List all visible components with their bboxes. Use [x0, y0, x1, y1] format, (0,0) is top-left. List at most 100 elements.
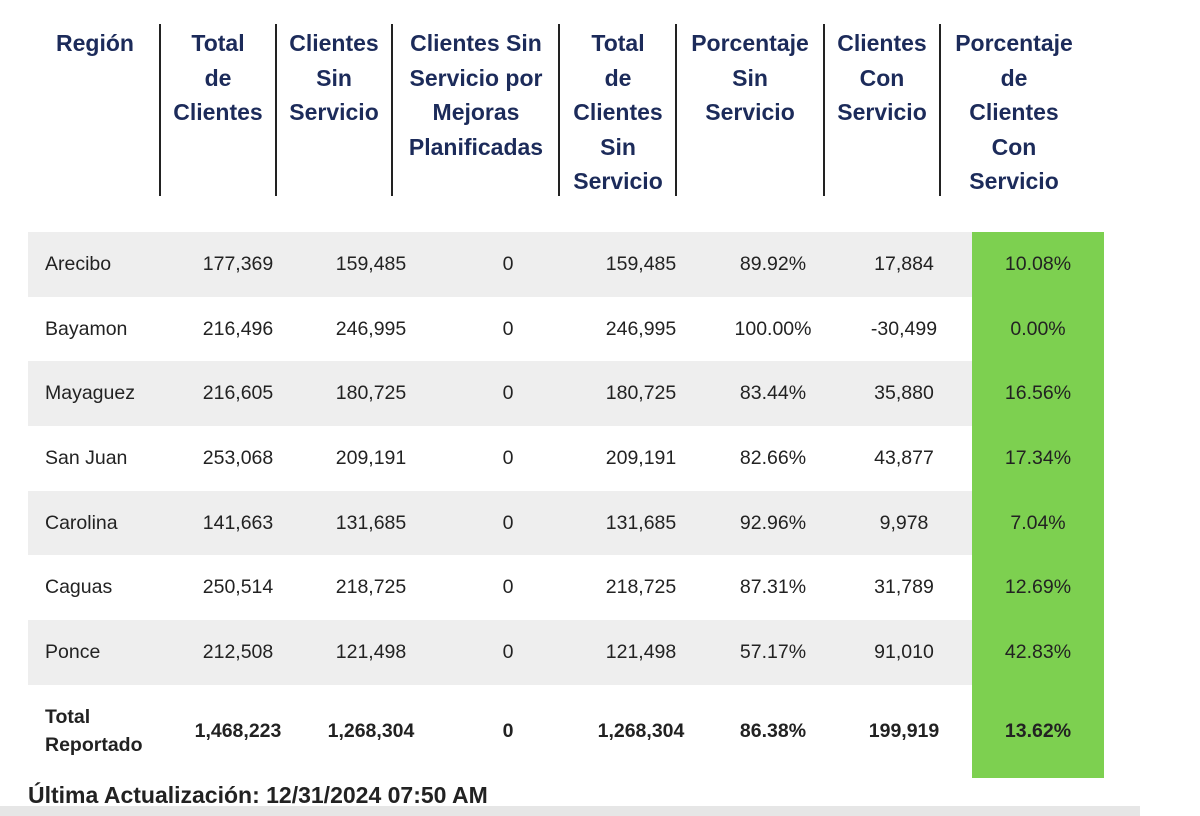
header-line: Clientes: [573, 99, 663, 125]
clients-without-service-cell: 121,498: [335, 640, 407, 663]
table-header: Región Total de Clientes Clientes Sin Servicio…: [0, 0, 1200, 215]
total-without-service-cell: 131,685: [605, 511, 677, 534]
table-row: Bayamon 216,496 246,995 0 246,995 100.00% -30,…: [28, 296, 1104, 362]
header-line: Mejoras: [432, 99, 520, 125]
header-percent-without-service: Porcentaje Sin Servicio: [676, 26, 824, 130]
header-line: Total: [591, 30, 645, 56]
total-clients-cell: 216,605: [202, 382, 274, 405]
header-percent-with-service: Porcentaje de Clientes Con Servicio: [940, 26, 1088, 199]
total-clients-cell: 253,068: [202, 446, 274, 469]
percent-without-service-cell: 83.44%: [739, 382, 807, 405]
planned-work-cell: 0: [502, 640, 514, 663]
outage-table: Arecibo 177,369 159,485 0 159,485 89.92% 17,88…: [28, 232, 1104, 778]
header-line: Porcentaje: [691, 30, 809, 56]
header-line: Porcentaje: [955, 30, 1073, 56]
header-line: Total: [191, 30, 245, 56]
header-divider: [275, 24, 277, 196]
planned-work-cell: 0: [502, 576, 514, 599]
header-line: Planificadas: [408, 133, 544, 160]
header-line: de: [1000, 64, 1028, 91]
header-line: Servicio: [969, 168, 1059, 194]
header-clients-planned-work: Clientes Sin Servicio por Mejoras Planifica…: [392, 26, 560, 164]
percent-with-service-cell: 0.00%: [972, 296, 1104, 362]
region-cell: San Juan: [45, 446, 128, 469]
header-clients-without-service: Clientes Sin Servicio: [276, 26, 392, 130]
header-line: Región: [56, 30, 134, 56]
planned-work-cell: 0: [502, 252, 514, 275]
percent-with-service-cell: 42.83%: [972, 620, 1104, 685]
bottom-divider: [0, 806, 1140, 816]
total-without-service-cell: 1,268,304: [597, 719, 685, 742]
percent-without-service-cell: 82.66%: [739, 446, 807, 469]
region-cell: Total Reportado: [45, 685, 143, 778]
clients-with-service-cell: -30,499: [870, 317, 938, 340]
total-clients-cell: 216,496: [202, 317, 274, 340]
total-without-service-cell: 121,498: [605, 640, 677, 663]
planned-work-cell: 0: [502, 382, 514, 405]
header-divider: [939, 24, 941, 196]
header-divider: [558, 24, 560, 196]
table-row: Mayaguez 216,605 180,725 0 180,725 83.44% 35,8…: [28, 361, 1104, 427]
header-divider: [823, 24, 825, 196]
header-line: Clientes: [837, 30, 927, 56]
header-line: Con: [859, 64, 905, 91]
header-line: Servicio: [289, 99, 379, 125]
planned-work-cell: 0: [502, 446, 514, 469]
total-without-service-cell: 218,725: [605, 576, 677, 599]
header-line: Clientes Sin: [410, 30, 542, 56]
total-without-service-cell: 180,725: [605, 382, 677, 405]
header-clients-with-service: Clientes Con Servicio: [824, 26, 940, 130]
percent-with-service-cell: 13.62%: [972, 684, 1104, 778]
region-line: Reportado: [45, 734, 143, 757]
percent-without-service-cell: 86.38%: [739, 719, 807, 742]
clients-without-service-cell: 131,685: [335, 511, 407, 534]
total-clients-cell: 250,514: [202, 576, 274, 599]
header-line: Sin: [732, 64, 768, 91]
clients-without-service-cell: 218,725: [335, 576, 407, 599]
total-without-service-cell: 209,191: [605, 446, 677, 469]
table-row: San Juan 253,068 209,191 0 209,191 82.66% 43,8…: [28, 426, 1104, 491]
region-label: Total Reportado: [45, 703, 143, 759]
total-clients-cell: 212,508: [202, 640, 274, 663]
clients-without-service-cell: 180,725: [335, 382, 407, 405]
header-line: Servicio: [573, 168, 663, 194]
clients-without-service-cell: 159,485: [335, 252, 407, 275]
total-row: Total Reportado 1,468,223 1,268,304 0 1,268,3…: [28, 684, 1104, 778]
clients-with-service-cell: 199,919: [868, 719, 940, 742]
clients-with-service-cell: 31,789: [874, 576, 934, 599]
clients-with-service-cell: 91,010: [874, 640, 934, 663]
region-cell: Caguas: [45, 576, 113, 599]
total-clients-cell: 141,663: [202, 511, 274, 534]
clients-without-service-cell: 1,268,304: [327, 719, 415, 742]
clients-without-service-cell: 246,995: [335, 317, 407, 340]
header-line: Clientes: [969, 99, 1059, 125]
region-cell: Carolina: [45, 511, 118, 534]
percent-without-service-cell: 100.00%: [734, 317, 812, 340]
table-row: Caguas 250,514 218,725 0 218,725 87.31% 31,789…: [28, 555, 1104, 621]
header-total-clients: Total de Clientes: [160, 26, 276, 130]
region-line: Total: [45, 706, 91, 729]
percent-with-service-cell: 7.04%: [972, 490, 1104, 556]
clients-with-service-cell: 17,884: [874, 252, 934, 275]
percent-with-service-cell: 10.08%: [972, 232, 1104, 297]
percent-with-service-cell: 12.69%: [972, 555, 1104, 621]
header-divider: [159, 24, 161, 196]
header-region: Región: [30, 26, 160, 61]
percent-without-service-cell: 92.96%: [739, 511, 807, 534]
region-cell: Mayaguez: [45, 382, 135, 405]
header-line: Clientes: [289, 30, 379, 56]
header-line: Servicio: [837, 99, 927, 125]
total-without-service-cell: 159,485: [605, 252, 677, 275]
region-cell: Arecibo: [45, 252, 112, 275]
region-cell: Bayamon: [45, 317, 128, 340]
header-line: Clientes: [173, 99, 263, 125]
planned-work-cell: 0: [502, 317, 514, 340]
clients-without-service-cell: 209,191: [335, 446, 407, 469]
percent-without-service-cell: 87.31%: [739, 576, 807, 599]
header-line: Sin: [316, 64, 352, 91]
header-line: de: [204, 64, 232, 91]
region-cell: Ponce: [45, 640, 101, 663]
planned-work-cell: 0: [502, 511, 514, 534]
header-line: Sin: [600, 133, 636, 160]
percent-without-service-cell: 57.17%: [739, 640, 807, 663]
